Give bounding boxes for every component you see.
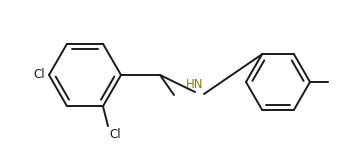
Text: Cl: Cl: [33, 69, 45, 81]
Text: HN: HN: [186, 78, 204, 91]
Text: Cl: Cl: [109, 128, 121, 141]
